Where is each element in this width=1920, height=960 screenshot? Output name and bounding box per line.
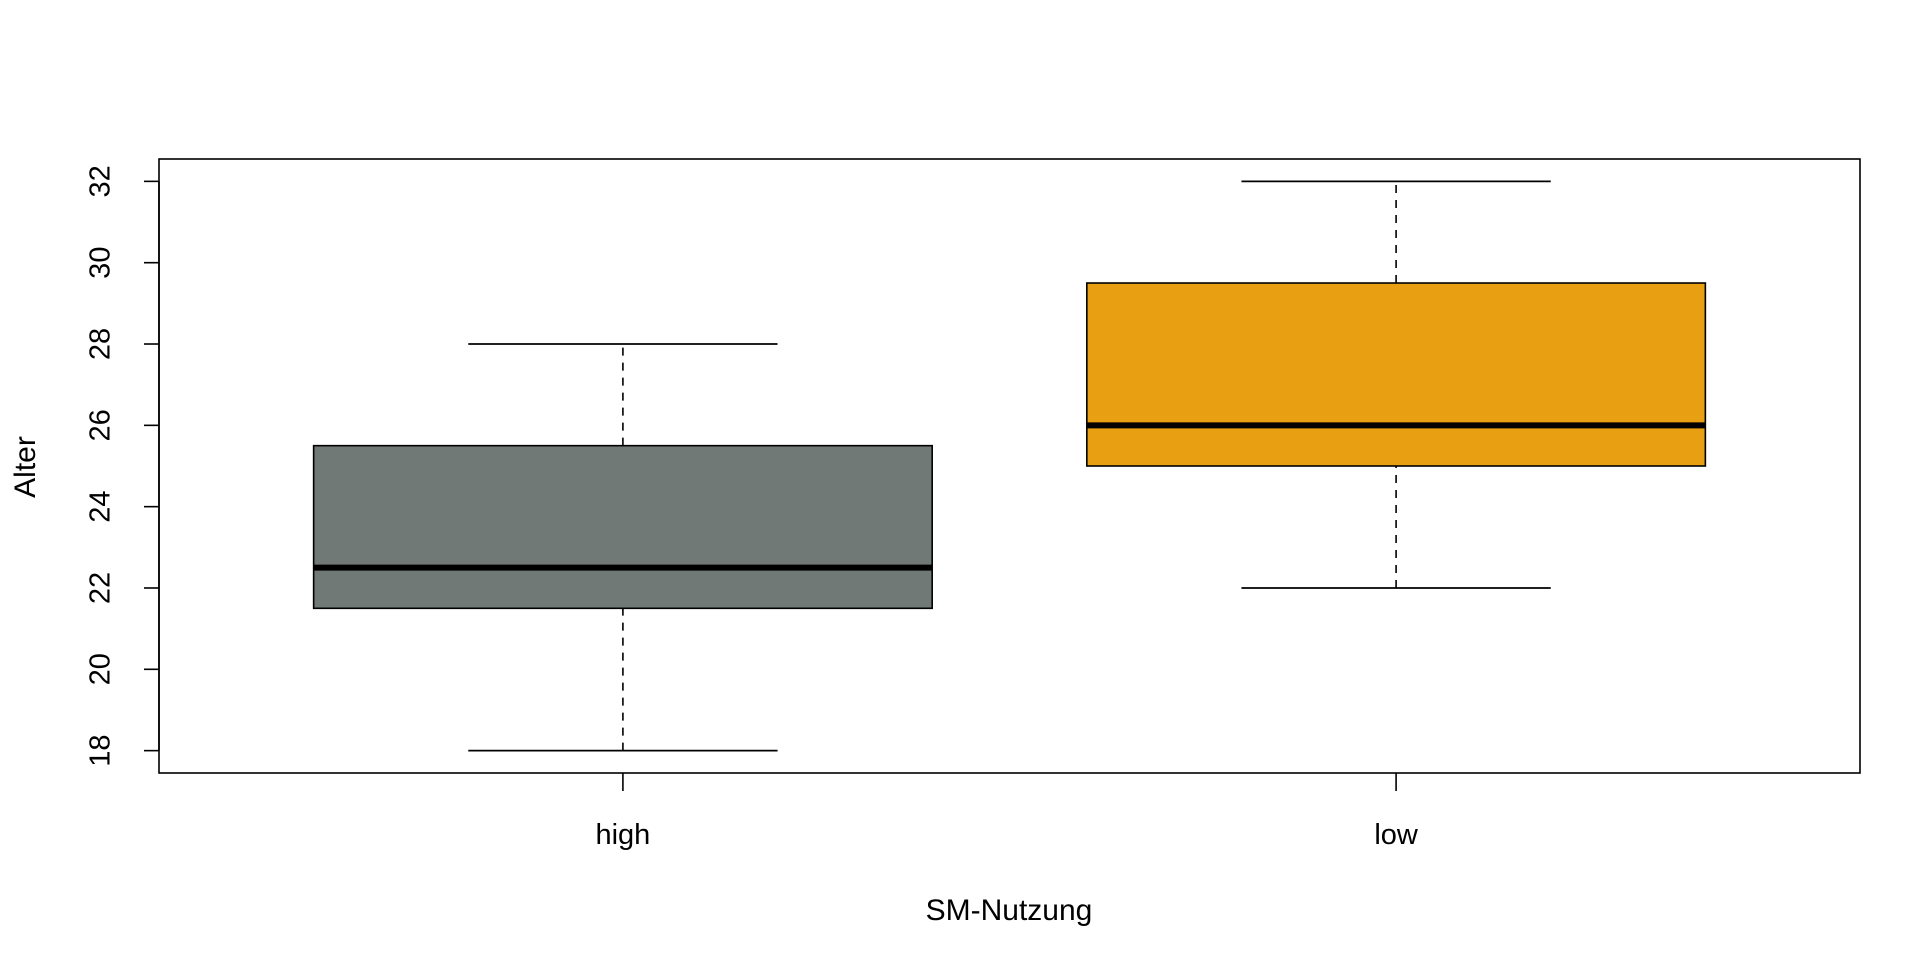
- y-tick-label: 32: [85, 165, 117, 197]
- y-tick-label: 28: [85, 328, 117, 360]
- y-tick-label: 18: [85, 735, 117, 767]
- y-tick-label: 22: [85, 572, 117, 604]
- y-tick-label: 20: [85, 653, 117, 685]
- y-axis: 18 20 22 24 26 28 30 32: [85, 165, 160, 767]
- iqr-box: [312, 444, 933, 610]
- y-tick-label: 26: [85, 409, 117, 441]
- x-tick-label: low: [1374, 819, 1419, 851]
- x-axis: high low: [595, 773, 1419, 851]
- y-tick-label: 30: [85, 247, 117, 279]
- y-tick-label: 24: [85, 491, 117, 523]
- iqr-box: [1086, 282, 1707, 467]
- box-group-low: [1086, 180, 1707, 589]
- boxes-layer: [312, 180, 1707, 752]
- box-group-high: [312, 343, 933, 752]
- x-tick-label: high: [595, 819, 650, 851]
- y-axis-title: Alter: [9, 436, 42, 498]
- x-axis-title: SM-Nutzung: [926, 894, 1093, 927]
